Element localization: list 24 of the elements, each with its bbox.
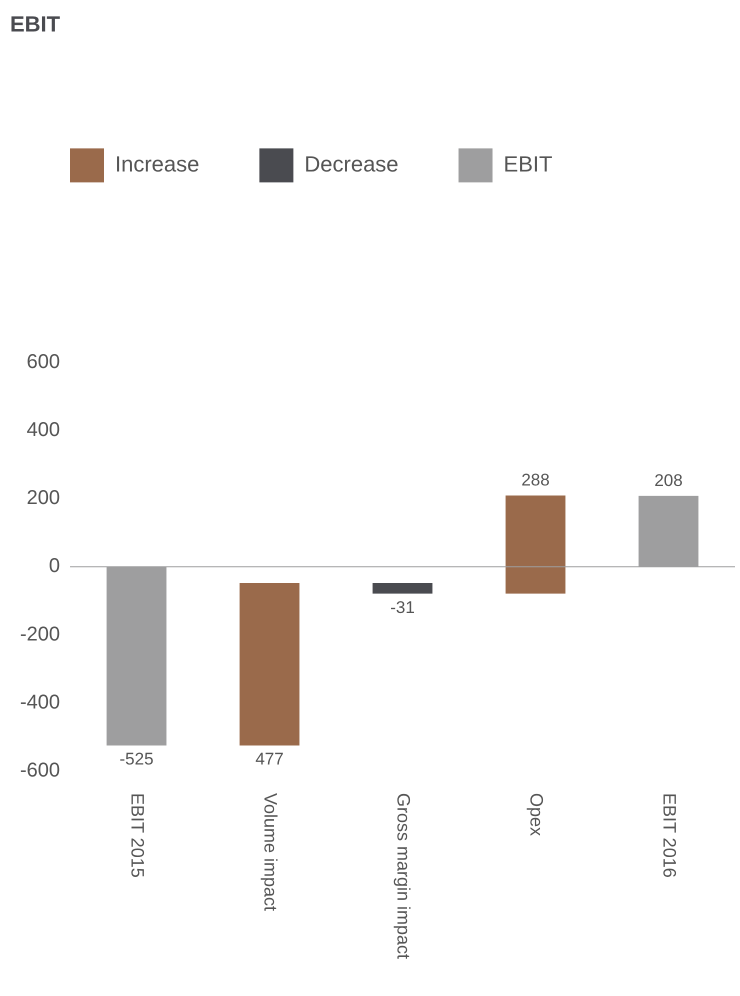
data-label: 288 xyxy=(521,470,550,490)
data-label: 477 xyxy=(255,750,284,769)
legend-label: EBIT xyxy=(504,151,552,176)
bar xyxy=(506,496,566,594)
x-tick-label: Volume impact xyxy=(260,793,281,912)
bar xyxy=(372,583,432,594)
data-label: -525 xyxy=(120,750,154,769)
y-tick-label: -400 xyxy=(20,691,60,714)
data-label: -31 xyxy=(390,598,415,617)
y-tick-label: 400 xyxy=(26,419,60,442)
y-tick-label: -200 xyxy=(20,623,60,646)
data-label: 208 xyxy=(654,471,683,490)
x-tick-label: EBIT 2016 xyxy=(660,793,680,878)
legend-label: Increase xyxy=(115,151,200,176)
bar xyxy=(240,583,300,746)
y-tick-label: 600 xyxy=(26,350,60,373)
chart-title: EBIT xyxy=(10,11,61,36)
x-tick-label: EBIT 2015 xyxy=(128,793,148,878)
y-tick-label: -600 xyxy=(20,760,60,782)
x-tick-label: Gross margin impact xyxy=(394,793,414,960)
y-tick-label: 0 xyxy=(48,555,60,578)
legend-label: Decrease xyxy=(304,151,399,176)
y-tick-label: 200 xyxy=(26,487,60,510)
x-tick-label: Opex xyxy=(526,793,547,836)
